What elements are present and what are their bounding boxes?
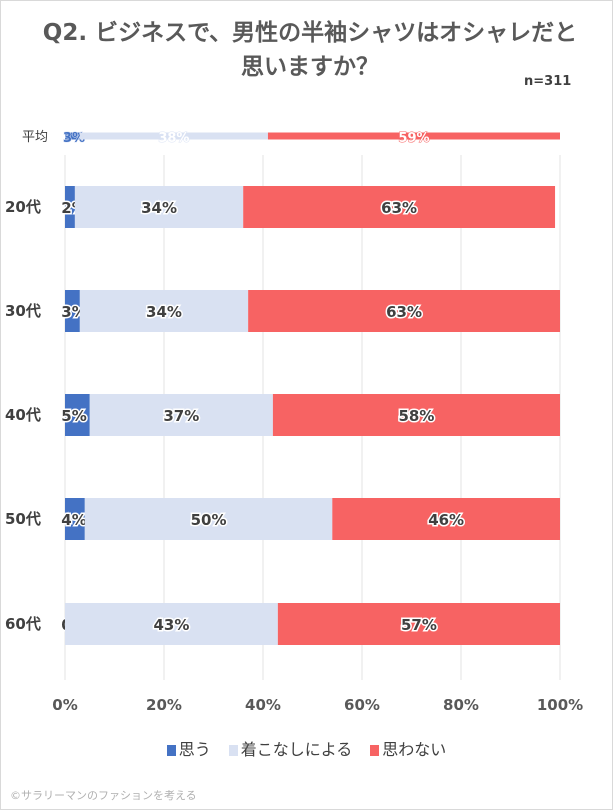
- legend-item: 思わない: [370, 736, 446, 760]
- data-label: 59%: [398, 131, 429, 146]
- bar-segment: [65, 603, 278, 645]
- data-label: 57%: [401, 616, 437, 634]
- legend-label: 思う: [178, 740, 211, 759]
- category-label: 50代: [5, 510, 41, 528]
- chart-title: Q2. ビジネスで、男性の半袖シャツはオシャレだと思いますか？: [42, 20, 578, 80]
- x-tick-label: 60%: [344, 696, 380, 714]
- data-label: 43%: [153, 616, 189, 634]
- data-label: 46%: [428, 511, 464, 529]
- sample-size: n=311: [524, 74, 572, 89]
- data-label: 4%: [61, 511, 86, 529]
- category-label: 40代: [5, 406, 41, 424]
- data-label: 34%: [146, 303, 182, 321]
- x-tick-label: 80%: [443, 696, 479, 714]
- bar-segment: [84, 498, 333, 540]
- data-label: 38%: [158, 131, 189, 146]
- legend-item: 着こなしによる: [228, 736, 353, 760]
- data-label: 58%: [398, 407, 434, 425]
- data-label: 5%: [61, 407, 86, 425]
- legend-swatch: [166, 745, 176, 756]
- legend-label: 着こなしによる: [240, 740, 353, 759]
- bar-segment: [277, 603, 560, 645]
- bar-segment: [267, 132, 560, 140]
- category-label: 20代: [5, 198, 41, 216]
- legend-swatch: [370, 745, 380, 756]
- data-label: 50%: [191, 511, 227, 529]
- legend-label: 思わない: [382, 740, 447, 759]
- chart-plot: 0% 20% 40% 60% 80% 100%平均 3% 38% 59%20代 2% 34% 63%3…: [5, 130, 583, 714]
- bar-segment: [65, 290, 80, 332]
- legend-item: 思う: [166, 736, 211, 760]
- bar-segment: [248, 290, 560, 332]
- bar-segment: [89, 394, 273, 436]
- x-tick-label: 100%: [537, 696, 583, 714]
- data-label: 37%: [163, 407, 199, 425]
- data-label: 63%: [381, 199, 417, 217]
- bar-segment: [65, 394, 90, 436]
- data-label: 3%: [63, 131, 85, 146]
- data-label: 63%: [386, 303, 422, 321]
- bar-segment: [272, 394, 560, 436]
- x-tick-label: 20%: [146, 696, 182, 714]
- x-tick-label: 0%: [52, 696, 77, 714]
- x-tick-label: 40%: [245, 696, 281, 714]
- bar-segment: [79, 290, 249, 332]
- bar-segment: [65, 186, 75, 228]
- bar-segment: [243, 186, 556, 228]
- legend: 思う 着こなしによる 思わない: [0, 736, 613, 760]
- data-label: 34%: [141, 199, 177, 217]
- category-label: 平均: [22, 130, 48, 145]
- bar-segment: [74, 186, 244, 228]
- bar-segment: [332, 498, 560, 540]
- bar-segment: [65, 132, 80, 140]
- legend-swatch: [228, 745, 238, 756]
- category-label: 60代: [5, 615, 41, 633]
- bar-segment: [79, 132, 268, 140]
- category-label: 30代: [5, 302, 41, 320]
- bar-segment: [65, 498, 85, 540]
- credit: ©サラリーマンのファションを考える: [10, 789, 197, 802]
